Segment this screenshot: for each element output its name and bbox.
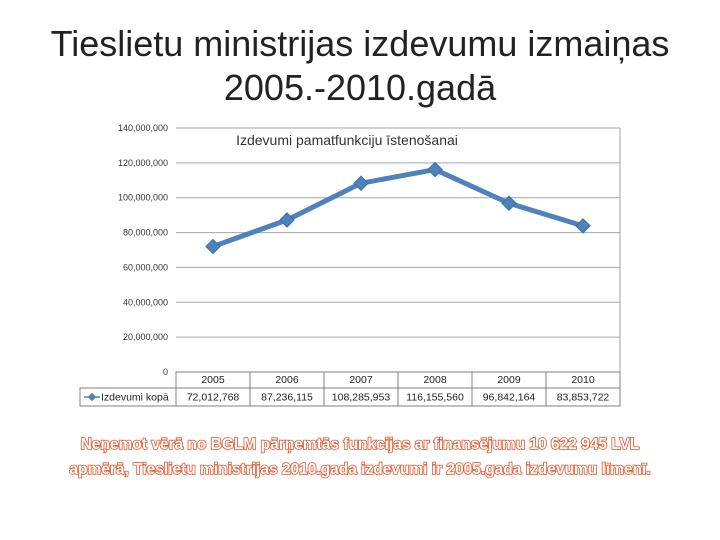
x-category-label: 2005: [201, 374, 225, 386]
data-value-label: 83,853,722: [557, 392, 610, 404]
data-point-marker: [427, 161, 443, 178]
x-category-label: 2007: [349, 374, 373, 386]
slide-title-line-2: 2005.-2010.gadā: [223, 67, 497, 108]
y-tick-label: 0: [163, 367, 168, 377]
data-point-marker: [279, 212, 295, 228]
slide-title: Tieslietu ministrijas izdevumu izmaiņas …: [0, 22, 720, 110]
x-category-label: 2009: [497, 374, 521, 386]
legend-marker-key: [87, 392, 97, 402]
y-tick-label: 80,000,000: [123, 228, 168, 238]
footnote-line-2: apmērā, Tieslietu ministrijas 2010.gada …: [69, 460, 652, 479]
data-value-label: 108,285,953: [332, 392, 391, 404]
y-tick-label: 140,000,000: [118, 123, 168, 133]
data-point-marker: [353, 175, 369, 192]
chart-title: Izdevumi pamatfunkciju īstenošanai: [236, 132, 458, 148]
footnote-line-1: Neņemot vērā no BGLM pārņemtās funkcijas…: [80, 435, 640, 454]
y-tick-label: 100,000,000: [118, 193, 168, 203]
slide-title-line-1: Tieslietu ministrijas izdevumu izmaiņas: [50, 23, 670, 64]
footnote: Neņemot vērā no BGLM pārņemtās funkcijas…: [10, 432, 710, 482]
x-category-label: 2006: [275, 374, 299, 386]
x-category-label: 2008: [423, 374, 447, 386]
x-category-label: 2010: [571, 374, 595, 386]
data-value-label: 96,842,164: [483, 392, 536, 404]
line-chart: 2005 72,012,768 2006 87,236,115 2007 108,285,…: [79, 123, 621, 407]
legend-series-name: Izdevumi kopā: [101, 392, 169, 404]
data-value-label: 87,236,115: [261, 392, 313, 404]
series-line: [205, 161, 591, 255]
y-axis-ticks: 0 20,000,000 40,000,000 60,000,000 80,000,00…: [118, 123, 168, 377]
y-tick-label: 40,000,000: [123, 297, 168, 307]
series-line-path: [210, 167, 586, 249]
data-point-marker: [205, 238, 221, 255]
data-table: 2005 72,012,768 2006 87,236,115 2007 108,285,…: [79, 371, 621, 407]
y-tick-label: 120,000,000: [118, 158, 168, 168]
data-point-marker: [501, 195, 517, 211]
y-tick-label: 60,000,000: [123, 262, 168, 272]
y-tick-label: 20,000,000: [123, 332, 168, 342]
grid-lines: [176, 127, 621, 372]
data-value-label: 72,012,768: [187, 392, 240, 404]
data-value-label: 116,155,560: [406, 392, 464, 404]
data-point-marker: [575, 218, 591, 234]
